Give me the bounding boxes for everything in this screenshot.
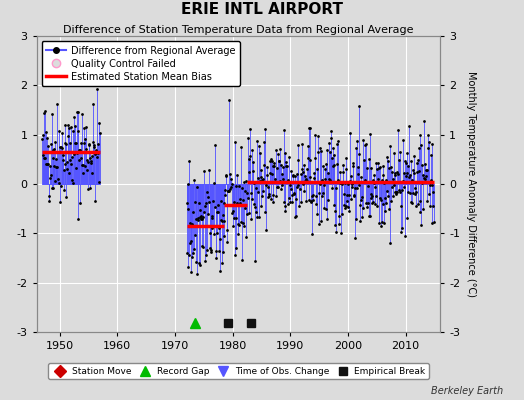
Y-axis label: Monthly Temperature Anomaly Difference (°C): Monthly Temperature Anomaly Difference (…: [466, 71, 476, 297]
Title: Difference of Station Temperature Data from Regional Average: Difference of Station Temperature Data f…: [63, 25, 413, 35]
Legend: Station Move, Record Gap, Time of Obs. Change, Empirical Break: Station Move, Record Gap, Time of Obs. C…: [48, 363, 429, 379]
Text: Berkeley Earth: Berkeley Earth: [431, 386, 503, 396]
Text: ERIE INTL AIRPORT: ERIE INTL AIRPORT: [181, 2, 343, 17]
